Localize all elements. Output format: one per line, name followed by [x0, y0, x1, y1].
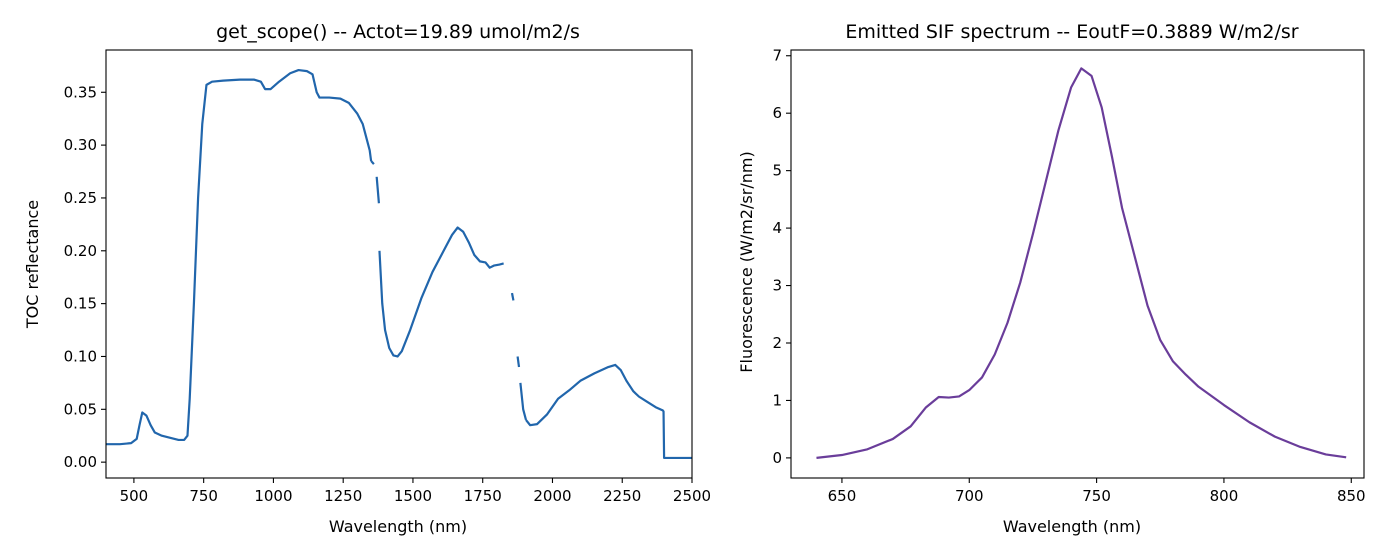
fluorescence-x-axis-label: Wavelength (nm) [1003, 517, 1141, 536]
reflectance-x-tick-label: 1000 [254, 487, 292, 505]
fluorescence-y-axis-label: Fluorescence (W/m2/sr/nm) [737, 151, 756, 372]
reflectance-plot-area: 500 750 1000 1250 1500 1750 2000 2250 2500 0.00 0.… [64, 49, 711, 505]
reflectance-chart-title: get_scope() -- Actot=19.89 umol/m2/s [216, 21, 580, 43]
reflectance-y-axis-label: TOC reflectance [23, 200, 42, 329]
reflectance-y-tick-label: 0.35 [64, 83, 97, 101]
reflectance-x-tick-label: 2000 [533, 487, 571, 505]
fluorescence-x-tick-label: 850 [1337, 487, 1366, 505]
reflectance-x-tick-label: 1750 [464, 487, 502, 505]
reflectance-series-line-segment [375, 176, 381, 204]
reflectance-y-tick-label: 0.05 [64, 400, 97, 418]
reflectance-series-line-segment [516, 356, 521, 368]
reflectance-series-line-segment [370, 160, 375, 165]
reflectance-x-tick-label: 1500 [394, 487, 432, 505]
fluorescence-chart-title: Emitted SIF spectrum -- EoutF=0.3889 W/m… [845, 21, 1298, 43]
fluorescence-y-tick-label: 2 [772, 334, 782, 352]
fluorescence-y-tick-label: 7 [772, 47, 782, 65]
fluorescence-x-tick-label: 700 [955, 487, 984, 505]
fluorescence-plot-area: 650 700 750 800 850 0 1 2 3 4 5 6 7 [772, 47, 1365, 505]
reflectance-y-tick-label: 0.00 [64, 453, 97, 471]
reflectance-series-line-segment [510, 292, 515, 301]
reflectance-x-tick-label: 1250 [324, 487, 362, 505]
reflectance-y-tick-label: 0.30 [64, 136, 97, 154]
fluorescence-series-line-segment [816, 67, 1347, 459]
reflectance-x-tick-label: 500 [120, 487, 149, 505]
fluorescence-y-tick-label: 4 [772, 219, 782, 237]
reflectance-series-line-segment [378, 226, 504, 358]
fluorescence-y-tick-label: 0 [772, 449, 782, 467]
fluorescence-panel: Emitted SIF spectrum -- EoutF=0.3889 W/m… [737, 21, 1366, 536]
reflectance-series-line-segment [106, 68, 373, 446]
reflectance-panel: get_scope() -- Actot=19.89 umol/m2/s 500… [23, 21, 711, 536]
reflectance-x-tick-label: 2500 [673, 487, 711, 505]
reflectance-y-tick-label: 0.25 [64, 189, 97, 207]
reflectance-y-tick-label: 0.15 [64, 295, 97, 313]
reflectance-series-line-segment [525, 363, 692, 460]
fluorescence-y-tick-label: 3 [772, 277, 782, 295]
fluorescence-axes-frame [790, 49, 1365, 479]
reflectance-x-tick-label: 2250 [603, 487, 641, 505]
fluorescence-x-tick-label: 800 [1210, 487, 1239, 505]
reflectance-axes-frame [105, 49, 693, 479]
reflectance-x-axis-label: Wavelength (nm) [329, 517, 467, 536]
fluorescence-y-tick-label: 5 [772, 162, 782, 180]
reflectance-x-tick-label: 750 [189, 487, 218, 505]
fluorescence-x-tick-label: 650 [828, 487, 857, 505]
fluorescence-y-tick-label: 1 [772, 391, 782, 409]
reflectance-series-line-segment [519, 382, 528, 421]
fluorescence-y-tick-label: 6 [772, 104, 782, 122]
reflectance-y-tick-label: 0.20 [64, 242, 97, 260]
reflectance-y-tick-label: 0.10 [64, 347, 97, 365]
fluorescence-x-tick-label: 750 [1082, 487, 1111, 505]
